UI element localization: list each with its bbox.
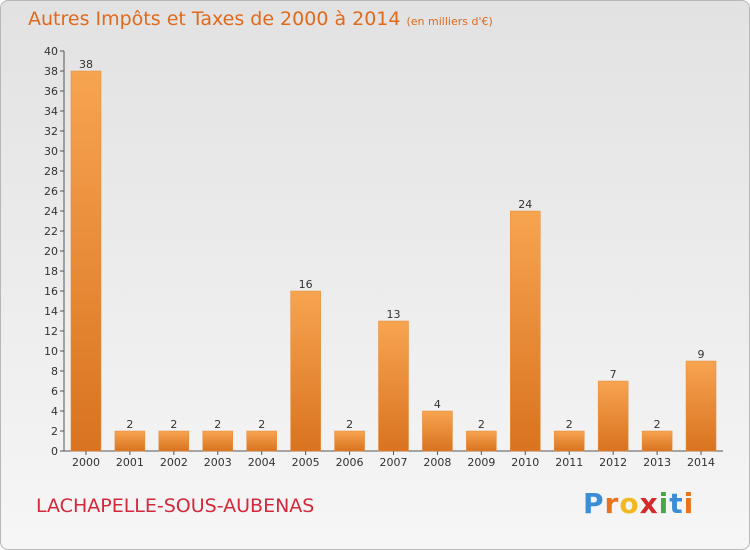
town-name: LACHAPELLE-SOUS-AUBENAS: [36, 495, 315, 517]
y-tick-label: 36: [44, 85, 58, 98]
y-tick-label: 16: [44, 285, 58, 298]
bar-2013: [641, 430, 673, 452]
bar-2000: [70, 70, 102, 452]
data-label: 2: [126, 418, 133, 431]
data-label: 9: [698, 348, 705, 361]
x-tick-label: 2010: [511, 456, 539, 469]
y-tick-label: 24: [44, 205, 58, 218]
bar-2003: [202, 430, 234, 452]
data-label: 24: [518, 198, 532, 211]
data-label: 2: [170, 418, 177, 431]
logo-letter: i: [683, 487, 695, 520]
data-label: 16: [299, 278, 313, 291]
logo-letter: i: [658, 487, 670, 520]
x-tick-label: 2007: [380, 456, 408, 469]
chart-subtitle: (en milliers d'€): [406, 15, 493, 28]
data-label: 7: [610, 368, 617, 381]
x-tick-label: 2003: [204, 456, 232, 469]
y-tick-label: 14: [44, 305, 58, 318]
y-tick-label: 6: [51, 385, 58, 398]
bar-2014: [685, 360, 717, 452]
y-tick-label: 38: [44, 65, 58, 78]
bar-2005: [290, 290, 321, 452]
y-tick-label: 4: [51, 405, 58, 418]
x-tick-label: 2008: [423, 456, 451, 469]
data-label: 13: [387, 308, 401, 321]
y-tick-label: 2: [51, 425, 58, 438]
data-label: 2: [566, 418, 573, 431]
y-tick-label: 26: [44, 185, 58, 198]
chart-data-labels: 38 2 2 2 2 16 2 13 4 2 24 2 7 2 9: [79, 58, 705, 431]
x-tick-label: 2006: [336, 456, 364, 469]
bar-2009: [466, 430, 497, 452]
data-label: 2: [214, 418, 221, 431]
y-tick-label: 32: [44, 125, 58, 138]
bar-2007: [378, 320, 409, 452]
bar-2010: [510, 210, 541, 452]
data-label: 2: [478, 418, 485, 431]
x-tick-label: 2004: [248, 456, 276, 469]
data-label: 2: [346, 418, 353, 431]
bar-2008: [422, 410, 453, 452]
data-label: 38: [79, 58, 93, 71]
y-tick-label: 28: [44, 165, 58, 178]
x-tick-label: 2013: [643, 456, 671, 469]
x-tick-label: 2002: [160, 456, 188, 469]
y-tick-label: 34: [44, 105, 58, 118]
y-tick-label: 30: [44, 145, 58, 158]
y-tick-label: 12: [44, 325, 58, 338]
logo-letter: x: [639, 487, 659, 520]
x-tick-label: 2001: [116, 456, 144, 469]
y-tick-label: 20: [44, 245, 58, 258]
bar-2004: [246, 430, 277, 452]
data-label: 2: [258, 418, 265, 431]
bar-2006: [334, 430, 365, 452]
logo-letter: r: [604, 487, 620, 520]
chart-bars: [70, 70, 717, 452]
x-tick-label: 2011: [555, 456, 583, 469]
logo-letter: o: [619, 487, 640, 520]
y-tick-label: 18: [44, 265, 58, 278]
proxiti-logo: Proxiti: [583, 487, 694, 520]
y-tick-label: 22: [44, 225, 58, 238]
logo-letter: P: [583, 487, 605, 520]
x-tick-label: 2005: [292, 456, 320, 469]
x-tick-label: 2012: [599, 456, 627, 469]
bar-2011: [553, 430, 585, 452]
bar-2012: [597, 380, 629, 452]
data-label: 2: [654, 418, 661, 431]
x-tick-label: 2000: [72, 456, 100, 469]
bar-2001: [114, 430, 146, 452]
y-tick-label: 40: [44, 45, 58, 58]
y-tick-label: 8: [51, 365, 58, 378]
x-tick-label: 2014: [687, 456, 715, 469]
data-label: 4: [434, 398, 441, 411]
chart-title: Autres Impôts et Taxes de 2000 à 2014 (en…: [28, 8, 493, 30]
chart-title-text: Autres Impôts et Taxes de 2000 à 2014: [28, 8, 401, 30]
x-tick-label: 2009: [467, 456, 495, 469]
y-tick-label: 10: [44, 345, 58, 358]
y-tick-label: 0: [51, 445, 58, 458]
logo-letter: t: [669, 487, 684, 520]
bar-2002: [158, 430, 190, 452]
